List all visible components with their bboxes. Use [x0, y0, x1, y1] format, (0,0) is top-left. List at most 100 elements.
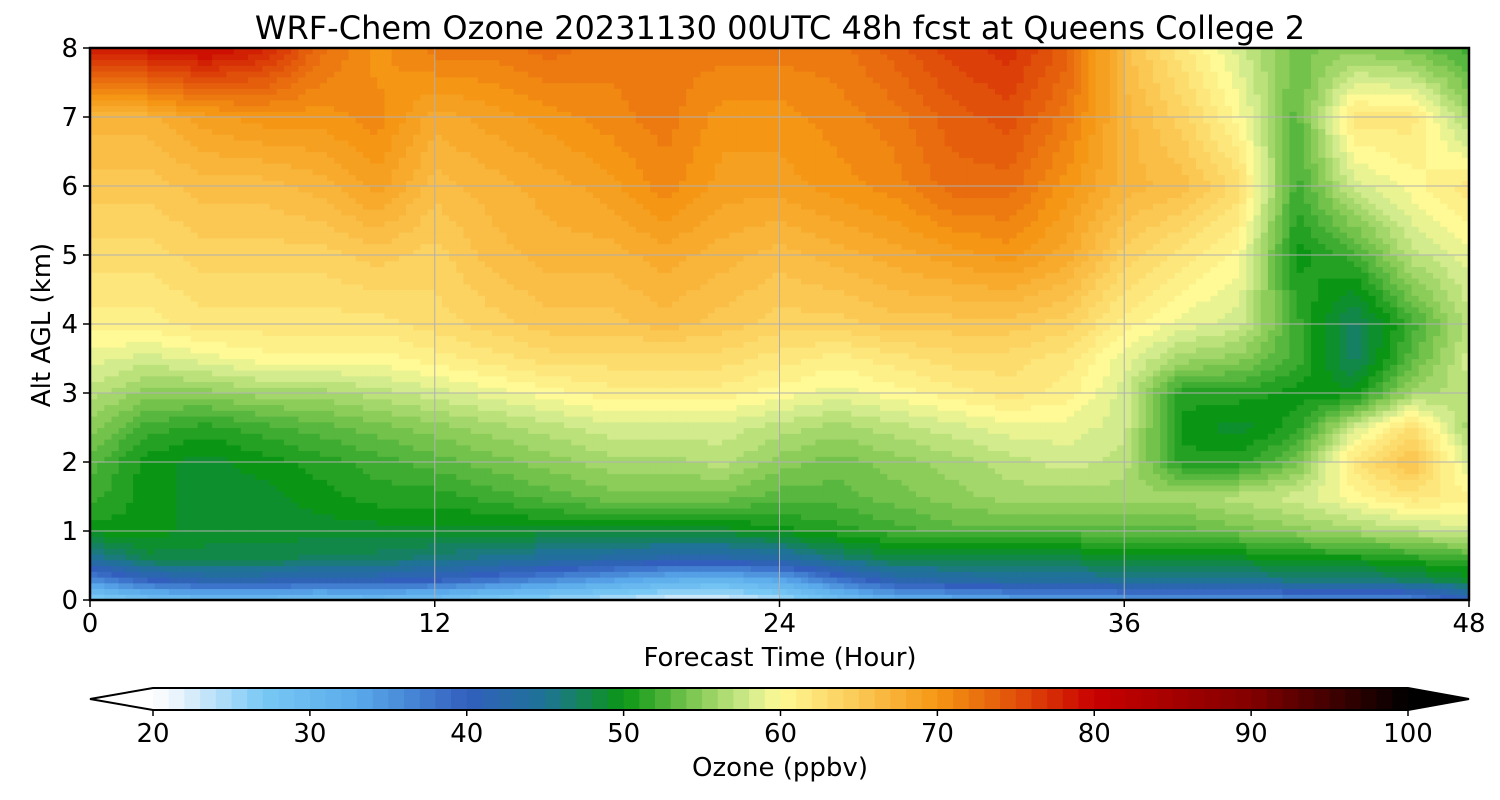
ozone-cell	[1418, 473, 1427, 480]
ozone-cell	[1389, 490, 1398, 498]
ozone-cell	[513, 467, 522, 475]
ozone-cell	[269, 467, 278, 475]
ozone-cell	[722, 582, 730, 590]
ozone-cell	[1002, 531, 1010, 538]
ozone-cell	[836, 577, 845, 584]
ozone-cell	[248, 473, 256, 480]
ozone-cell	[499, 554, 508, 561]
ozone-cell	[1152, 548, 1161, 555]
ozone-cell	[463, 571, 472, 578]
ozone-cell	[1404, 508, 1413, 515]
ozone-cell	[994, 542, 1003, 549]
ozone-cell	[585, 490, 594, 498]
ozone-cell	[1296, 496, 1305, 503]
ozone-cell	[1425, 594, 1434, 601]
ozone-cell	[901, 536, 910, 544]
ozone-cell	[757, 594, 766, 601]
ozone-cell	[571, 588, 579, 595]
ozone-cell	[765, 582, 773, 590]
ozone-cell	[650, 513, 658, 521]
ozone-cell	[829, 588, 838, 595]
ozone-cell	[1124, 450, 1133, 457]
ozone-cell	[801, 582, 809, 590]
ozone-cell	[1196, 508, 1204, 515]
ozone-cell	[1425, 519, 1434, 526]
ozone-cell	[901, 594, 910, 601]
ozone-cell	[880, 473, 888, 480]
ozone-cell	[1282, 548, 1291, 555]
ozone-cell	[1038, 513, 1046, 521]
ozone-cell	[1217, 559, 1226, 567]
ozone-cell	[707, 542, 716, 549]
ozone-cell	[1382, 582, 1391, 590]
ozone-cell	[1131, 559, 1140, 567]
ozone-cell	[987, 548, 996, 555]
ozone-cell	[1016, 548, 1025, 555]
ozone-cell	[865, 479, 874, 486]
ozone-cell	[362, 467, 371, 475]
ozone-cell	[707, 508, 716, 515]
ozone-cell	[377, 571, 386, 578]
ozone-cell	[779, 519, 788, 526]
ozone-cell	[564, 571, 572, 578]
ozone-cell	[1354, 513, 1362, 521]
ozone-cell	[219, 456, 228, 463]
ozone-cell	[90, 536, 98, 544]
ozone-cell	[937, 462, 946, 469]
ozone-cell	[528, 502, 536, 509]
ozone-cell	[1174, 536, 1183, 544]
ozone-cell	[664, 467, 673, 475]
ozone-cell	[104, 473, 113, 480]
ozone-cell	[571, 577, 579, 584]
ozone-cell	[851, 571, 860, 578]
ozone-cell	[1224, 588, 1233, 595]
ozone-cell	[434, 519, 443, 526]
ozone-cell	[1160, 531, 1168, 538]
ozone-cell	[1461, 559, 1470, 567]
ozone-cell	[276, 536, 285, 544]
ozone-cell	[255, 450, 263, 457]
ozone-cell	[959, 542, 967, 549]
ozone-cell	[1354, 565, 1362, 572]
ozone-cell	[765, 594, 773, 601]
ozone-cell	[140, 513, 149, 521]
ozone-cell	[650, 582, 658, 590]
ozone-cell	[693, 571, 702, 578]
ozone-cell	[1296, 456, 1305, 463]
ozone-cell	[449, 502, 457, 509]
ozone-cell	[542, 462, 551, 469]
ozone-cell	[1088, 456, 1097, 463]
ozone-cell	[736, 525, 745, 532]
ozone-cell	[1188, 490, 1197, 498]
ozone-cell	[793, 588, 802, 595]
ozone-cell	[1124, 490, 1133, 498]
ozone-cell	[1174, 490, 1183, 498]
ozone-cell	[441, 548, 450, 555]
ozone-cell	[556, 508, 565, 515]
ozone-cell	[1404, 450, 1413, 457]
ozone-cell	[1210, 588, 1219, 595]
ozone-cell	[176, 467, 184, 475]
ozone-cell	[1217, 462, 1226, 469]
ozone-cell	[607, 485, 615, 492]
ozone-cell	[635, 531, 644, 538]
ozone-cell	[1066, 571, 1075, 578]
ozone-cell	[1282, 450, 1291, 457]
ozone-cell	[1447, 559, 1456, 567]
ozone-cell	[370, 559, 378, 567]
ozone-cell	[865, 536, 874, 544]
ozone-cell	[528, 588, 536, 595]
ozone-cell	[599, 531, 608, 538]
ozone-cell	[1339, 479, 1348, 486]
ozone-cell	[226, 588, 235, 595]
ozone-cell	[1217, 548, 1226, 555]
ozone-cell	[621, 519, 630, 526]
ozone-cell	[808, 485, 817, 492]
ozone-cell	[492, 490, 500, 498]
ozone-cell	[750, 559, 759, 567]
ozone-cell	[693, 490, 702, 498]
ozone-cell	[1267, 513, 1276, 521]
ozone-cell	[556, 588, 565, 595]
ozone-cell	[197, 554, 206, 561]
ozone-cell	[614, 496, 623, 503]
